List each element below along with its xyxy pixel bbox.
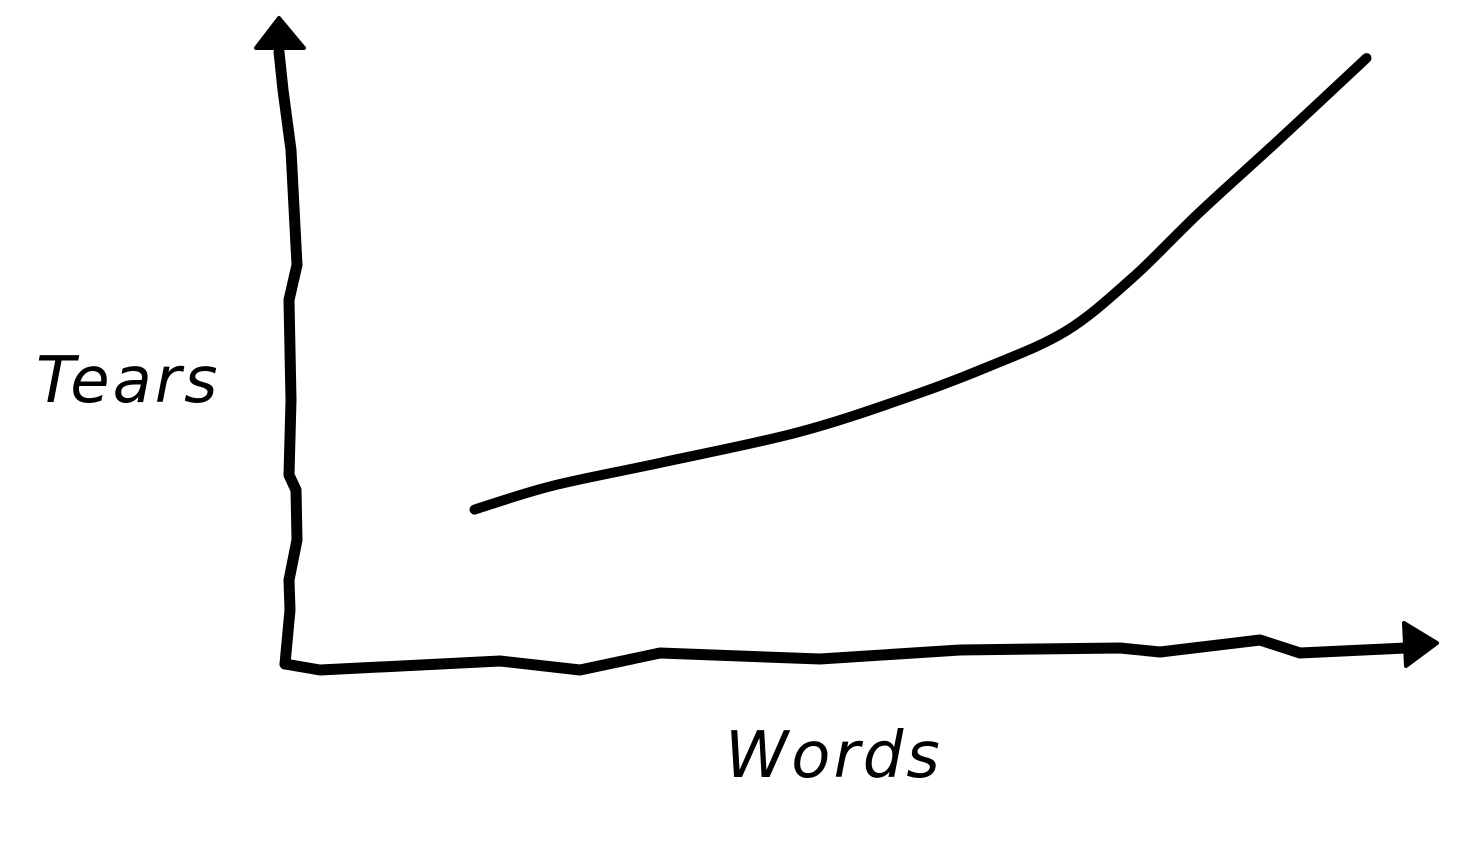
x-axis-line — [279, 634, 1411, 676]
x-axis-arrowhead — [1402, 621, 1439, 668]
y-axis-label: Tears — [36, 344, 220, 418]
y-axis-arrowhead — [254, 16, 306, 50]
x-axis-label: Words — [725, 719, 943, 793]
series-line — [469, 53, 1372, 515]
y-axis-line — [273, 46, 303, 670]
